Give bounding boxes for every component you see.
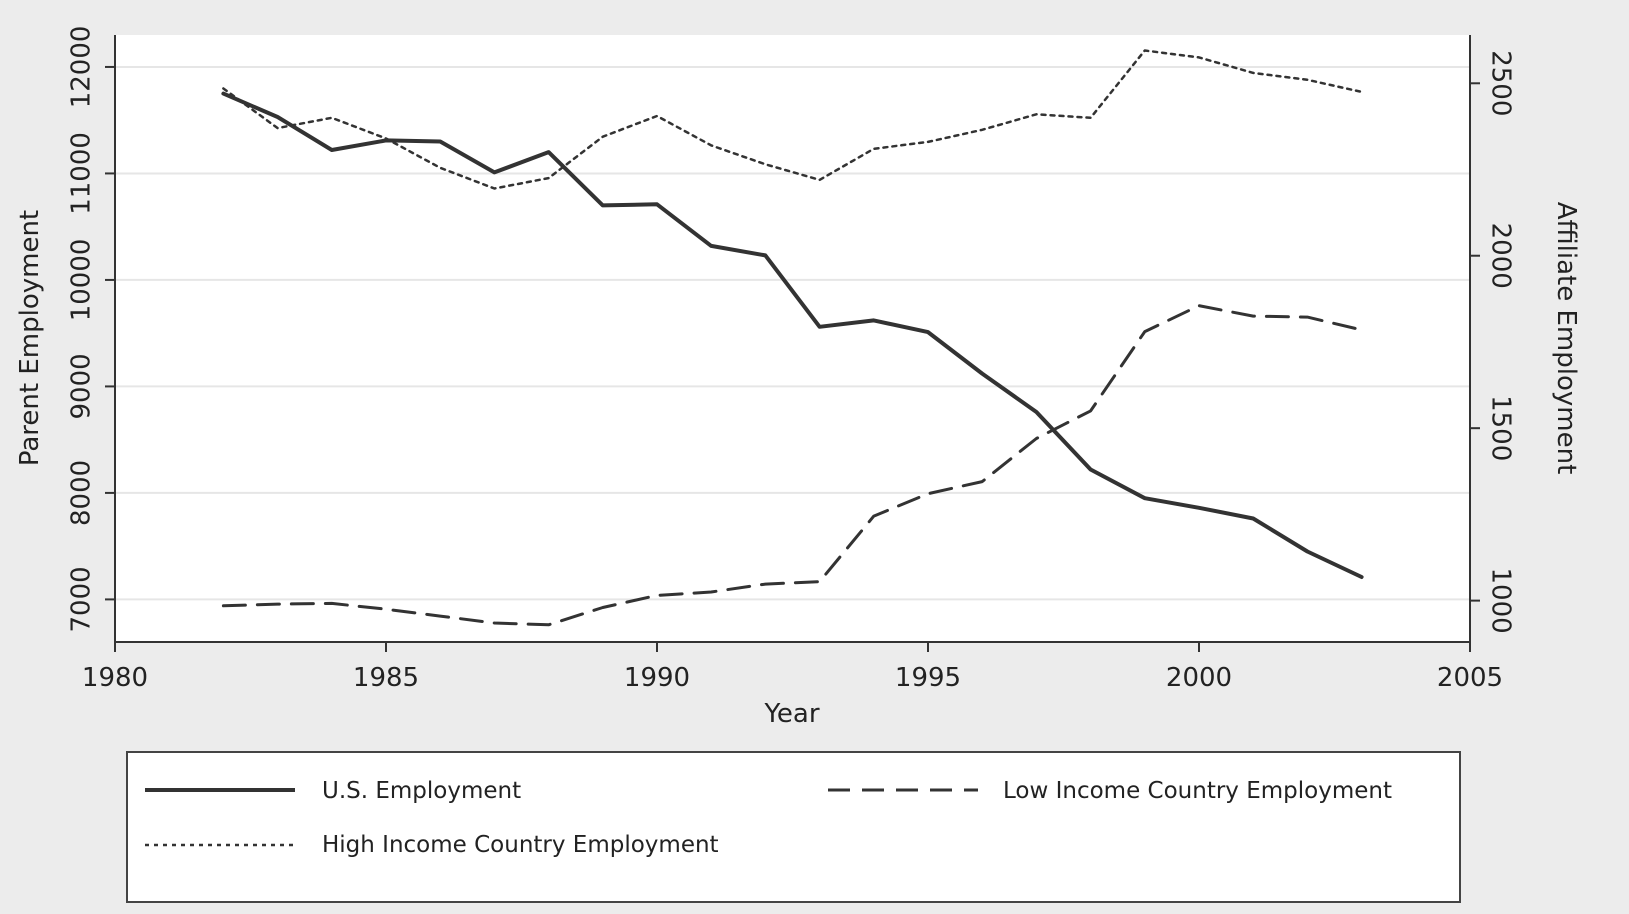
left-y-tick-label: 8000 [67,460,97,526]
series-line-low-income [221,304,1364,627]
left-y-tick-label: 9000 [67,353,97,419]
series-line-us-employment [221,91,1364,579]
right-y-tick-label: 2500 [1486,50,1516,116]
x-axis-title: Year [763,699,819,729]
grid-lines [115,65,1470,601]
left-y-tick-label: 10000 [67,239,97,322]
series-line-high-income [222,49,1363,190]
legend-label-high-income: High Income Country Employment [322,832,719,858]
legend-box [126,751,1461,903]
left-y-tick-label: 12000 [67,26,97,109]
x-tick-label: 2000 [1166,663,1232,693]
legend-label-low-income: Low Income Country Employment [1003,778,1392,804]
right-y-axis-title: Affiliate Employment [1551,202,1581,475]
left-y-axis-title: Parent Employment [15,210,45,466]
right-y-tick-label: 2000 [1486,223,1516,289]
right-y-tick-label: 1500 [1486,395,1516,461]
x-tick-label: 1985 [353,663,419,693]
series-lines [221,49,1364,627]
legend-label-us: U.S. Employment [322,778,521,804]
plot-area [115,35,1470,642]
axes [114,35,1471,643]
ticks: 7000 8000 9000 10000 11000 12000 1000 1500 2000 2… [67,26,1516,693]
left-y-tick-label: 11000 [67,132,97,215]
x-tick-label: 1990 [624,663,690,693]
x-tick-label: 1980 [82,663,148,693]
legend: U.S. Employment Low Income Country Emplo… [126,751,1461,903]
x-tick-label: 2005 [1437,663,1503,693]
x-tick-label: 1995 [895,663,961,693]
left-y-tick-label: 7000 [67,566,97,632]
right-y-tick-label: 1000 [1486,568,1516,634]
